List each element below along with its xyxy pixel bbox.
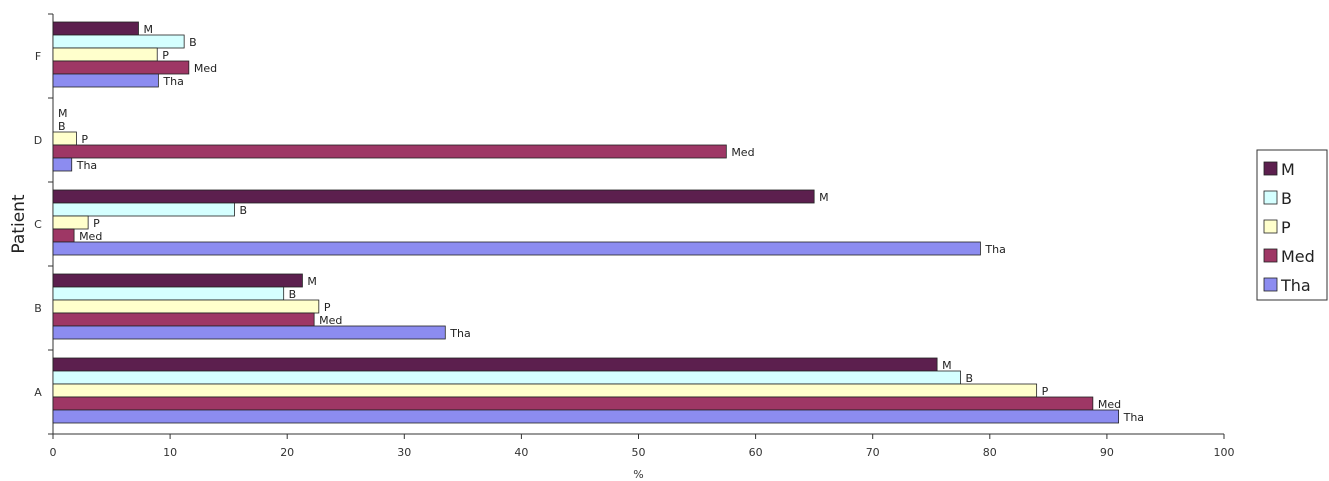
y-axis-title: Patient [9, 194, 29, 254]
bar-C-P [52, 215, 89, 230]
x-tick-label: 60 [749, 446, 763, 459]
data-label-B-M: M [307, 275, 317, 288]
data-label-C-P: P [93, 217, 100, 230]
bar-A-Med [52, 396, 1094, 411]
category-label-A: A [34, 386, 42, 399]
data-label-C-B: B [240, 204, 248, 217]
data-label-A-B: B [966, 372, 974, 385]
legend-label-P: P [1281, 218, 1291, 237]
x-tick-label: 70 [866, 446, 880, 459]
legend-label-B: B [1281, 189, 1292, 208]
bar-B-Tha [52, 325, 446, 340]
bar-C-Med [52, 228, 75, 243]
data-label-B-Med: Med [319, 314, 342, 327]
bar-D-Med [52, 144, 727, 159]
data-label-A-P: P [1042, 385, 1049, 398]
x-tick-label: 40 [514, 446, 528, 459]
bar-B-M [52, 273, 303, 288]
data-label-D-P: P [81, 133, 88, 146]
bar-C-Tha [52, 241, 981, 256]
data-label-A-Tha: Tha [1123, 411, 1144, 424]
x-tick-label: 80 [983, 446, 997, 459]
x-tick-label: 20 [280, 446, 294, 459]
data-label-B-Tha: Tha [449, 327, 470, 340]
legend-swatch-Med [1263, 248, 1278, 263]
bar-D-P [52, 131, 77, 146]
data-label-C-M: M [819, 191, 829, 204]
bar-B-P [52, 299, 320, 314]
x-tick-label: 50 [632, 446, 646, 459]
data-label-F-B: B [189, 36, 197, 49]
data-label-D-B: B [58, 120, 66, 133]
data-label-D-M: M [58, 107, 68, 120]
legend-label-Med: Med [1281, 247, 1315, 266]
data-label-A-M: M [942, 359, 952, 372]
legend-label-M: M [1281, 160, 1295, 179]
data-label-F-Med: Med [194, 62, 217, 75]
x-tick-label: 0 [50, 446, 57, 459]
bar-F-M [52, 21, 139, 36]
bar-A-Tha [52, 409, 1120, 424]
bar-D-Tha [52, 157, 73, 172]
data-label-F-M: M [143, 23, 153, 36]
x-tick-label: 10 [163, 446, 177, 459]
data-label-F-P: P [162, 49, 169, 62]
x-axis-title: % [633, 468, 643, 481]
legend-swatch-B [1263, 190, 1278, 205]
bar-C-B [52, 202, 235, 217]
data-label-D-Tha: Tha [76, 159, 97, 172]
bar-A-P [52, 383, 1038, 398]
bar-F-Med [52, 60, 190, 75]
data-label-A-Med: Med [1098, 398, 1121, 411]
bar-F-Tha [52, 73, 159, 88]
legend-swatch-M [1263, 161, 1278, 176]
x-tick-label: 30 [397, 446, 411, 459]
legend-label-Tha: Tha [1280, 276, 1311, 295]
category-label-C: C [34, 218, 42, 231]
category-label-F: F [35, 50, 41, 63]
legend-swatch-Tha [1263, 277, 1278, 292]
data-label-B-B: B [289, 288, 297, 301]
bar-A-M [52, 357, 938, 372]
x-tick-label: 90 [1100, 446, 1114, 459]
data-label-D-Med: Med [731, 146, 754, 159]
bar-B-Med [52, 312, 315, 327]
category-label-B: B [34, 302, 42, 315]
category-label-D: D [34, 134, 42, 147]
bar-A-B [52, 370, 961, 385]
data-label-C-Tha: Tha [984, 243, 1005, 256]
data-label-B-P: P [324, 301, 331, 314]
bar-F-B [52, 34, 185, 49]
bar-F-P [52, 47, 158, 62]
data-label-F-Tha: Tha [162, 75, 183, 88]
data-label-C-Med: Med [79, 230, 102, 243]
x-tick-label: 100 [1214, 446, 1235, 459]
bar-C-M [52, 189, 815, 204]
legend-swatch-P [1263, 219, 1278, 234]
bar-B-B [52, 286, 285, 301]
